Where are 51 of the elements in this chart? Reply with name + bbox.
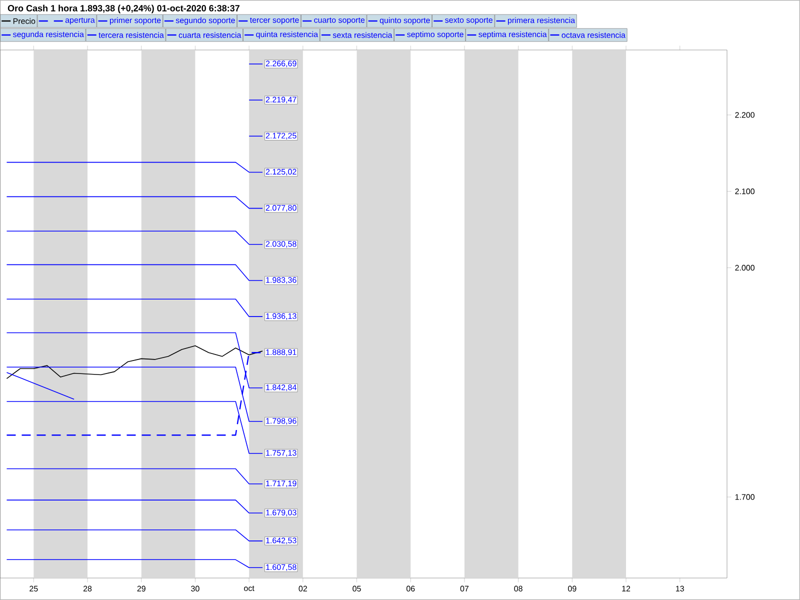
x-tick-label: 25: [30, 586, 38, 592]
data-label: 1.936,13: [266, 313, 296, 320]
x-tick-label: 13: [676, 586, 684, 592]
legend-label: segundo soporte: [176, 17, 235, 25]
legend-label: primera resistencia: [508, 17, 576, 25]
legend-label: septimo soporte: [407, 31, 464, 39]
data-label: 1.842,84: [266, 384, 296, 392]
data-label: 2.030,58: [266, 241, 296, 248]
legend-label: sexta resistencia: [332, 32, 392, 38]
legend-label: cuarta resistencia: [178, 32, 242, 38]
y-tick-label: 2.000: [735, 264, 755, 271]
legend-label: septima resistencia: [478, 31, 547, 39]
data-label: 2.219,47: [266, 96, 296, 104]
x-tick-label: oct: [244, 586, 254, 592]
data-label: 1.983,36: [266, 277, 296, 284]
x-tick-label: 02: [298, 586, 307, 592]
legend-label: sexto soporte: [445, 18, 493, 24]
data-label: 1.757,13: [266, 450, 296, 457]
legend-label: segunda resistencia: [13, 31, 84, 39]
chart-title: Oro Cash 1 hora 1.893,38 (+0,24%) 01-oct-2020 6:38:37: [8, 4, 240, 14]
data-label: 1.798,96: [266, 418, 296, 425]
x-tick-label: 07: [460, 586, 469, 592]
data-label: 2.172,25: [266, 132, 296, 140]
data-label: 1.679,03: [266, 510, 296, 516]
legend-label: primer soporte: [110, 17, 161, 25]
x-tick-label: 28: [83, 586, 92, 592]
legend-label: quinto soporte: [380, 17, 430, 25]
data-label: 2.077,80: [266, 205, 296, 212]
legend-label: Precio: [13, 18, 36, 24]
legend-label: tercer soporte: [250, 18, 299, 24]
data-label: 2.125,02: [266, 168, 296, 176]
legend-label: octava resistencia: [562, 32, 626, 38]
y-tick-label: 1.700: [735, 494, 755, 500]
data-label: 1.888,91: [266, 349, 296, 356]
x-tick-label: 08: [514, 586, 522, 592]
x-tick-label: 06: [406, 586, 415, 592]
legend-label: apertura: [65, 18, 95, 24]
data-label: 2.266,69: [266, 60, 296, 68]
x-tick-label: 30: [191, 586, 200, 592]
legend-label: cuarto soporte: [314, 18, 365, 24]
data-label: 1.717,19: [266, 480, 296, 488]
x-tick-label: 12: [622, 586, 630, 592]
x-tick-label: 29: [137, 586, 146, 592]
data-label: 1.607,58: [266, 564, 296, 571]
x-tick-label: 05: [352, 586, 361, 592]
y-tick-label: 2.100: [735, 188, 755, 194]
x-tick-label: 09: [568, 586, 576, 592]
data-label: 1.642,53: [266, 538, 296, 544]
y-tick-label: 2.200: [735, 112, 755, 118]
legend-label: tercera resistencia: [98, 32, 164, 38]
legend-label: quinta resistencia: [256, 31, 318, 39]
